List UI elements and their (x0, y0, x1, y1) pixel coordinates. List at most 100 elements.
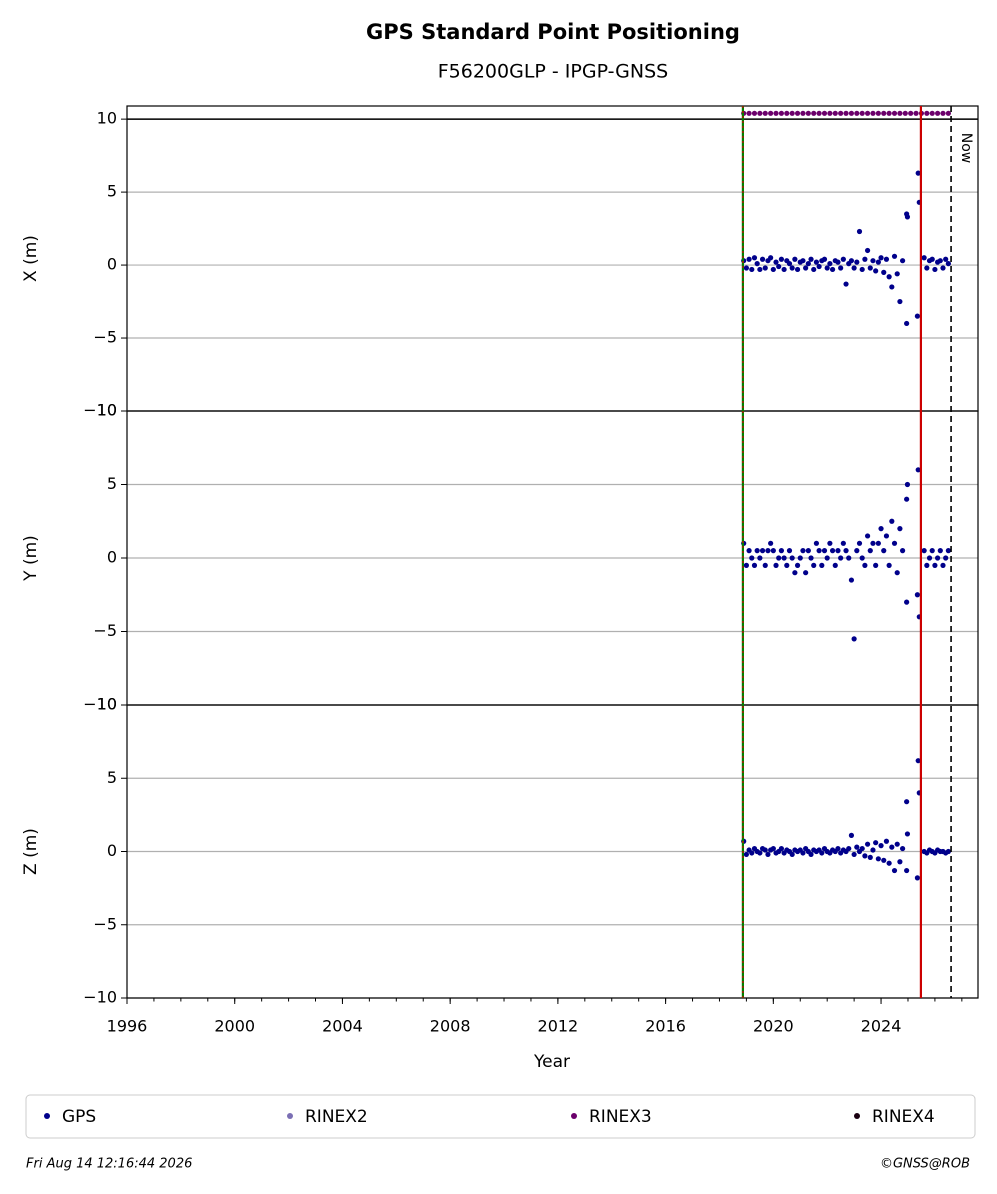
data-point (897, 110, 903, 116)
data-point (881, 857, 887, 863)
legend-label: RINEX3 (589, 1107, 652, 1127)
y-tick-label: 10 (97, 401, 117, 420)
data-point (921, 548, 927, 554)
data-point (832, 110, 838, 116)
data-point (859, 845, 865, 852)
data-point (854, 259, 860, 265)
data-point (811, 110, 817, 116)
data-point (883, 533, 890, 539)
x-tick-label: 2024 (861, 1017, 902, 1036)
data-point (811, 266, 817, 273)
data-point (929, 548, 935, 554)
data-point (805, 261, 811, 267)
data-point (776, 263, 782, 270)
data-point (904, 481, 911, 488)
data-point (781, 266, 787, 273)
footer-credit: ©GNSS@ROB (880, 1157, 970, 1172)
y-tick-label: 10 (97, 109, 117, 128)
data-point (792, 256, 798, 262)
legend-marker (854, 1113, 860, 1119)
data-point (829, 266, 836, 273)
y-axis-label: X (m) (21, 235, 41, 282)
data-point (765, 548, 771, 554)
data-point (794, 562, 801, 568)
data-point (784, 110, 790, 116)
data-point (786, 261, 793, 267)
data-point (800, 548, 806, 554)
data-point (915, 467, 921, 473)
data-point (932, 266, 938, 273)
data-point (851, 851, 857, 858)
y-tick-label: 0 (107, 255, 117, 274)
legend-marker (571, 1113, 577, 1119)
data-point (813, 540, 820, 546)
data-point (862, 853, 868, 859)
data-point (924, 265, 930, 271)
data-point (902, 110, 908, 116)
data-point (773, 110, 779, 116)
data-point (929, 256, 935, 262)
data-point (899, 548, 906, 554)
data-point (867, 854, 873, 860)
data-point (768, 255, 774, 261)
legend-marker (44, 1113, 50, 1119)
data-point (862, 562, 868, 568)
data-point (904, 867, 910, 874)
data-point (891, 540, 898, 546)
y-tick-label: 10 (97, 695, 117, 714)
data-point (800, 258, 806, 264)
x-tick-label: 1996 (107, 1017, 148, 1036)
data-point (935, 110, 941, 116)
data-point (808, 851, 814, 858)
x-tick-label: 2000 (214, 1017, 255, 1036)
y-tick-label: 5 (107, 182, 117, 201)
data-point (838, 265, 844, 271)
data-point (757, 850, 763, 856)
data-point (854, 110, 860, 116)
data-point (800, 850, 806, 856)
data-point (803, 265, 809, 271)
data-point (749, 850, 755, 856)
data-point (808, 256, 814, 262)
data-point (805, 548, 811, 554)
data-point (789, 851, 795, 858)
data-point (776, 555, 782, 561)
data-point (864, 841, 871, 847)
data-point (891, 110, 898, 116)
data-point (886, 274, 892, 280)
data-point (883, 256, 890, 262)
data-point (848, 258, 855, 264)
footer-date: Fri Aug 14 12:16:44 2026 (26, 1157, 192, 1172)
data-point (878, 843, 884, 849)
data-point (870, 110, 876, 116)
data-point (819, 850, 825, 856)
data-point (897, 859, 903, 865)
y-tick-label: 0 (107, 548, 117, 567)
data-point (914, 592, 921, 598)
data-point (843, 548, 849, 554)
data-point (759, 256, 766, 262)
data-point (915, 758, 921, 764)
y-tick-label: −5 (93, 328, 117, 347)
data-point (881, 548, 887, 554)
data-point (800, 110, 806, 116)
data-point (904, 799, 910, 805)
data-point (821, 110, 828, 116)
data-point (843, 281, 849, 287)
data-point (886, 562, 892, 568)
data-point (891, 867, 898, 874)
data-point (835, 548, 841, 554)
y-tick-label: −10 (83, 988, 117, 1007)
data-point (746, 548, 752, 554)
data-point (881, 110, 887, 116)
data-point (870, 847, 876, 853)
data-point (856, 228, 863, 235)
data-point (915, 170, 921, 176)
data-point (904, 831, 911, 837)
data-point (821, 548, 828, 554)
data-point (854, 548, 860, 554)
x-axis-label: Year (533, 1052, 570, 1072)
data-point (854, 844, 860, 850)
data-point (824, 555, 830, 561)
data-point (749, 555, 755, 561)
